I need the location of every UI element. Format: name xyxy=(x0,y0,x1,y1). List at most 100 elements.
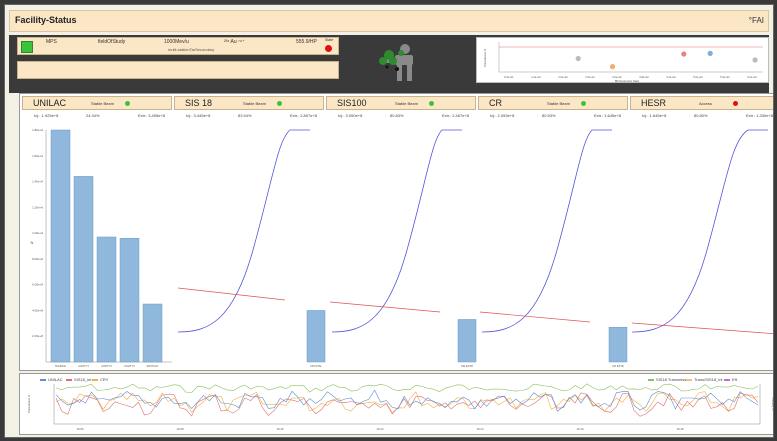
bottom-x-tick: 10:10 xyxy=(277,427,284,431)
scatter-x-tick: 1.4e+12 xyxy=(531,75,541,79)
state-dot-icon xyxy=(429,101,434,106)
scatter-x-tick: 8.4e+11 xyxy=(504,75,514,79)
unilac-bar-label: SOURCE xyxy=(55,364,66,368)
accelerator-name: UNILAC xyxy=(33,98,67,108)
accelerator-header-hesr[interactable]: HESR Access xyxy=(630,96,773,110)
ring-bar-label: SIS EXTR xyxy=(461,364,473,368)
legend-label: Trans/SIS18_int xyxy=(694,377,723,382)
y-tick-label: 1.00e+9 xyxy=(32,231,43,235)
unilac-bar xyxy=(96,236,117,363)
ring-loss-line xyxy=(479,311,591,323)
scatter-x-tick: 6.2e+12 xyxy=(747,75,757,79)
message-panel[interactable] xyxy=(17,61,339,79)
legend-item[interactable]: SIS18 Transmission xyxy=(648,377,692,382)
beam-info-item: MPS xyxy=(46,39,57,45)
accelerator-state: Access xyxy=(699,101,712,106)
y-tick-label: 1.40e+9 xyxy=(32,180,43,184)
accelerator-stat: Inj.: 3.445e+8 xyxy=(186,113,211,118)
ring-ramp-line xyxy=(177,129,310,333)
y-tick-label: 1.20e+9 xyxy=(32,205,43,209)
series-sis18-line xyxy=(55,392,759,417)
bottom-x-tick: 10:14 xyxy=(477,427,484,431)
y-tick-label: 4.00e+8 xyxy=(32,308,43,312)
accelerator-stat: Extr.: 1.645e+8 xyxy=(594,113,622,118)
unilac-bar xyxy=(119,238,140,363)
legend-label: SIS18 Transmission xyxy=(656,377,692,382)
accelerator-stat: Inj.: 2.053e+8 xyxy=(490,113,515,118)
unilac-bar-label: SWITCHY xyxy=(147,364,159,368)
ring-bar-label: CR EXTR xyxy=(612,364,624,368)
accelerator-state: Stable Beam xyxy=(243,101,266,106)
scatter-point xyxy=(575,55,581,62)
legend-label: CRY xyxy=(100,377,109,382)
accelerator-header-sis18[interactable]: SIS 18 Stable Beam xyxy=(174,96,324,110)
series-transmission-line xyxy=(55,383,759,393)
scatter-x-tick: 5.6e+12 xyxy=(720,75,730,79)
scatter-x-tick: 2.0e+12 xyxy=(558,75,568,79)
legend-item[interactable]: CRY xyxy=(92,377,108,382)
scatter-x-label: BR Destructive Ratio xyxy=(615,79,640,82)
y-tick-label: 1.80e+9 xyxy=(32,128,43,132)
scatter-x-tick: 2.6e+12 xyxy=(585,75,595,79)
accelerator-stat: Extr.: 2.467e+8 xyxy=(442,113,470,118)
accelerator-overview: UNILAC Stable Beam SIS 18 Stable Beam SI… xyxy=(19,93,774,371)
accelerator-state: Stable Beam xyxy=(91,101,114,106)
facility-status-window: Facility-Status °FAI MPS fieldOfStudy 10… xyxy=(4,4,774,438)
ring-ramp-line xyxy=(481,129,612,333)
ring-ramp-line xyxy=(331,129,462,333)
beam-info-item: 1000Mev/u xyxy=(164,39,189,45)
accelerator-stat: Extr.: 1.330e+8 xyxy=(746,113,774,118)
legend-label: SIS18_int xyxy=(74,377,92,382)
title-bar: Facility-Status °FAI xyxy=(9,10,769,32)
series-unilac-line xyxy=(55,389,759,412)
legend-item[interactable]: UNILAC xyxy=(40,377,63,382)
unilac-bar xyxy=(142,303,163,363)
y-tick-label: 8.00e+8 xyxy=(32,257,43,261)
bottom-x-tick: 10:18 xyxy=(677,427,684,431)
ring-bar-label: CRYSTAL xyxy=(310,364,322,368)
accelerator-name: CR xyxy=(489,98,502,108)
top-row: MPS fieldOfStudy 1000Mev/u ²³⁸ Au ⁷⁹⁺ 55… xyxy=(9,35,769,93)
facility-logo-icon xyxy=(379,44,413,81)
state-indicator-icon xyxy=(325,45,332,52)
legend-item[interactable]: Eff. xyxy=(724,377,738,382)
accelerator-stat: 80.83% xyxy=(390,113,404,118)
unilac-bar-label: CAVITY1 xyxy=(78,364,89,368)
scatter-x-tick: 3.8e+12 xyxy=(639,75,649,79)
bottom-x-tick: 10:06 xyxy=(77,427,84,431)
beam-info-panel[interactable]: MPS fieldOfStudy 1000Mev/u ²³⁸ Au ⁷⁹⁺ 55… xyxy=(17,37,339,55)
bottom-y-left-label: Transmission % xyxy=(27,394,31,413)
scatter-x-tick: 3.2e+12 xyxy=(612,75,622,79)
state-dot-icon xyxy=(277,101,282,106)
state-dot-icon xyxy=(733,101,738,106)
unilac-bar xyxy=(50,129,71,363)
scatter-y-label: Transmission % xyxy=(483,48,487,67)
legend-item[interactable]: SIS18_int xyxy=(66,377,91,382)
accelerator-stat: Inj.: 1.645e+8 xyxy=(642,113,667,118)
intensity-chart: 1.80e+9 1.60e+9 1.40e+9 1.20e+9 1.00e+9 8.00e… xyxy=(31,128,773,368)
accelerator-header-unilac[interactable]: UNILAC Stable Beam xyxy=(22,96,172,110)
accelerator-stat: Extr.: 3.495e+8 xyxy=(138,113,166,118)
unilac-bar xyxy=(73,176,94,363)
state-dot-icon xyxy=(581,101,586,106)
ring-bar xyxy=(457,319,477,363)
scatter-x-tick: 5.0e+12 xyxy=(693,75,703,79)
accelerator-stat: 80.80% xyxy=(694,113,708,118)
accelerator-header-sis100[interactable]: SIS100 Stable Beam xyxy=(326,96,476,110)
status-indicator-icon xyxy=(21,41,33,53)
state-label: State xyxy=(325,38,334,42)
scatter-point xyxy=(707,50,713,56)
ring-loss-line xyxy=(329,301,441,313)
legend-item[interactable]: Trans/SIS18_int xyxy=(686,377,723,382)
page-title: Facility-Status xyxy=(15,15,77,25)
accelerator-header-cr[interactable]: CR Stable Beam xyxy=(478,96,628,110)
unilac-bar-label: CAVITY2 xyxy=(101,364,112,368)
y-tick-label: 2.00e+8 xyxy=(32,334,43,338)
scatter-point xyxy=(609,64,616,70)
transmission-scatter-plot: 8.4e+11 1.4e+12 2.0e+12 2.6e+12 3.2e+12 3.8e+… xyxy=(476,37,769,83)
ring-bar xyxy=(306,310,326,363)
ring-ramp-line xyxy=(631,129,768,333)
bottom-x-tick: 10:16 xyxy=(577,427,584,431)
accelerator-stat: Inj.: 3.050e+8 xyxy=(338,113,363,118)
ring-bar xyxy=(608,326,628,363)
